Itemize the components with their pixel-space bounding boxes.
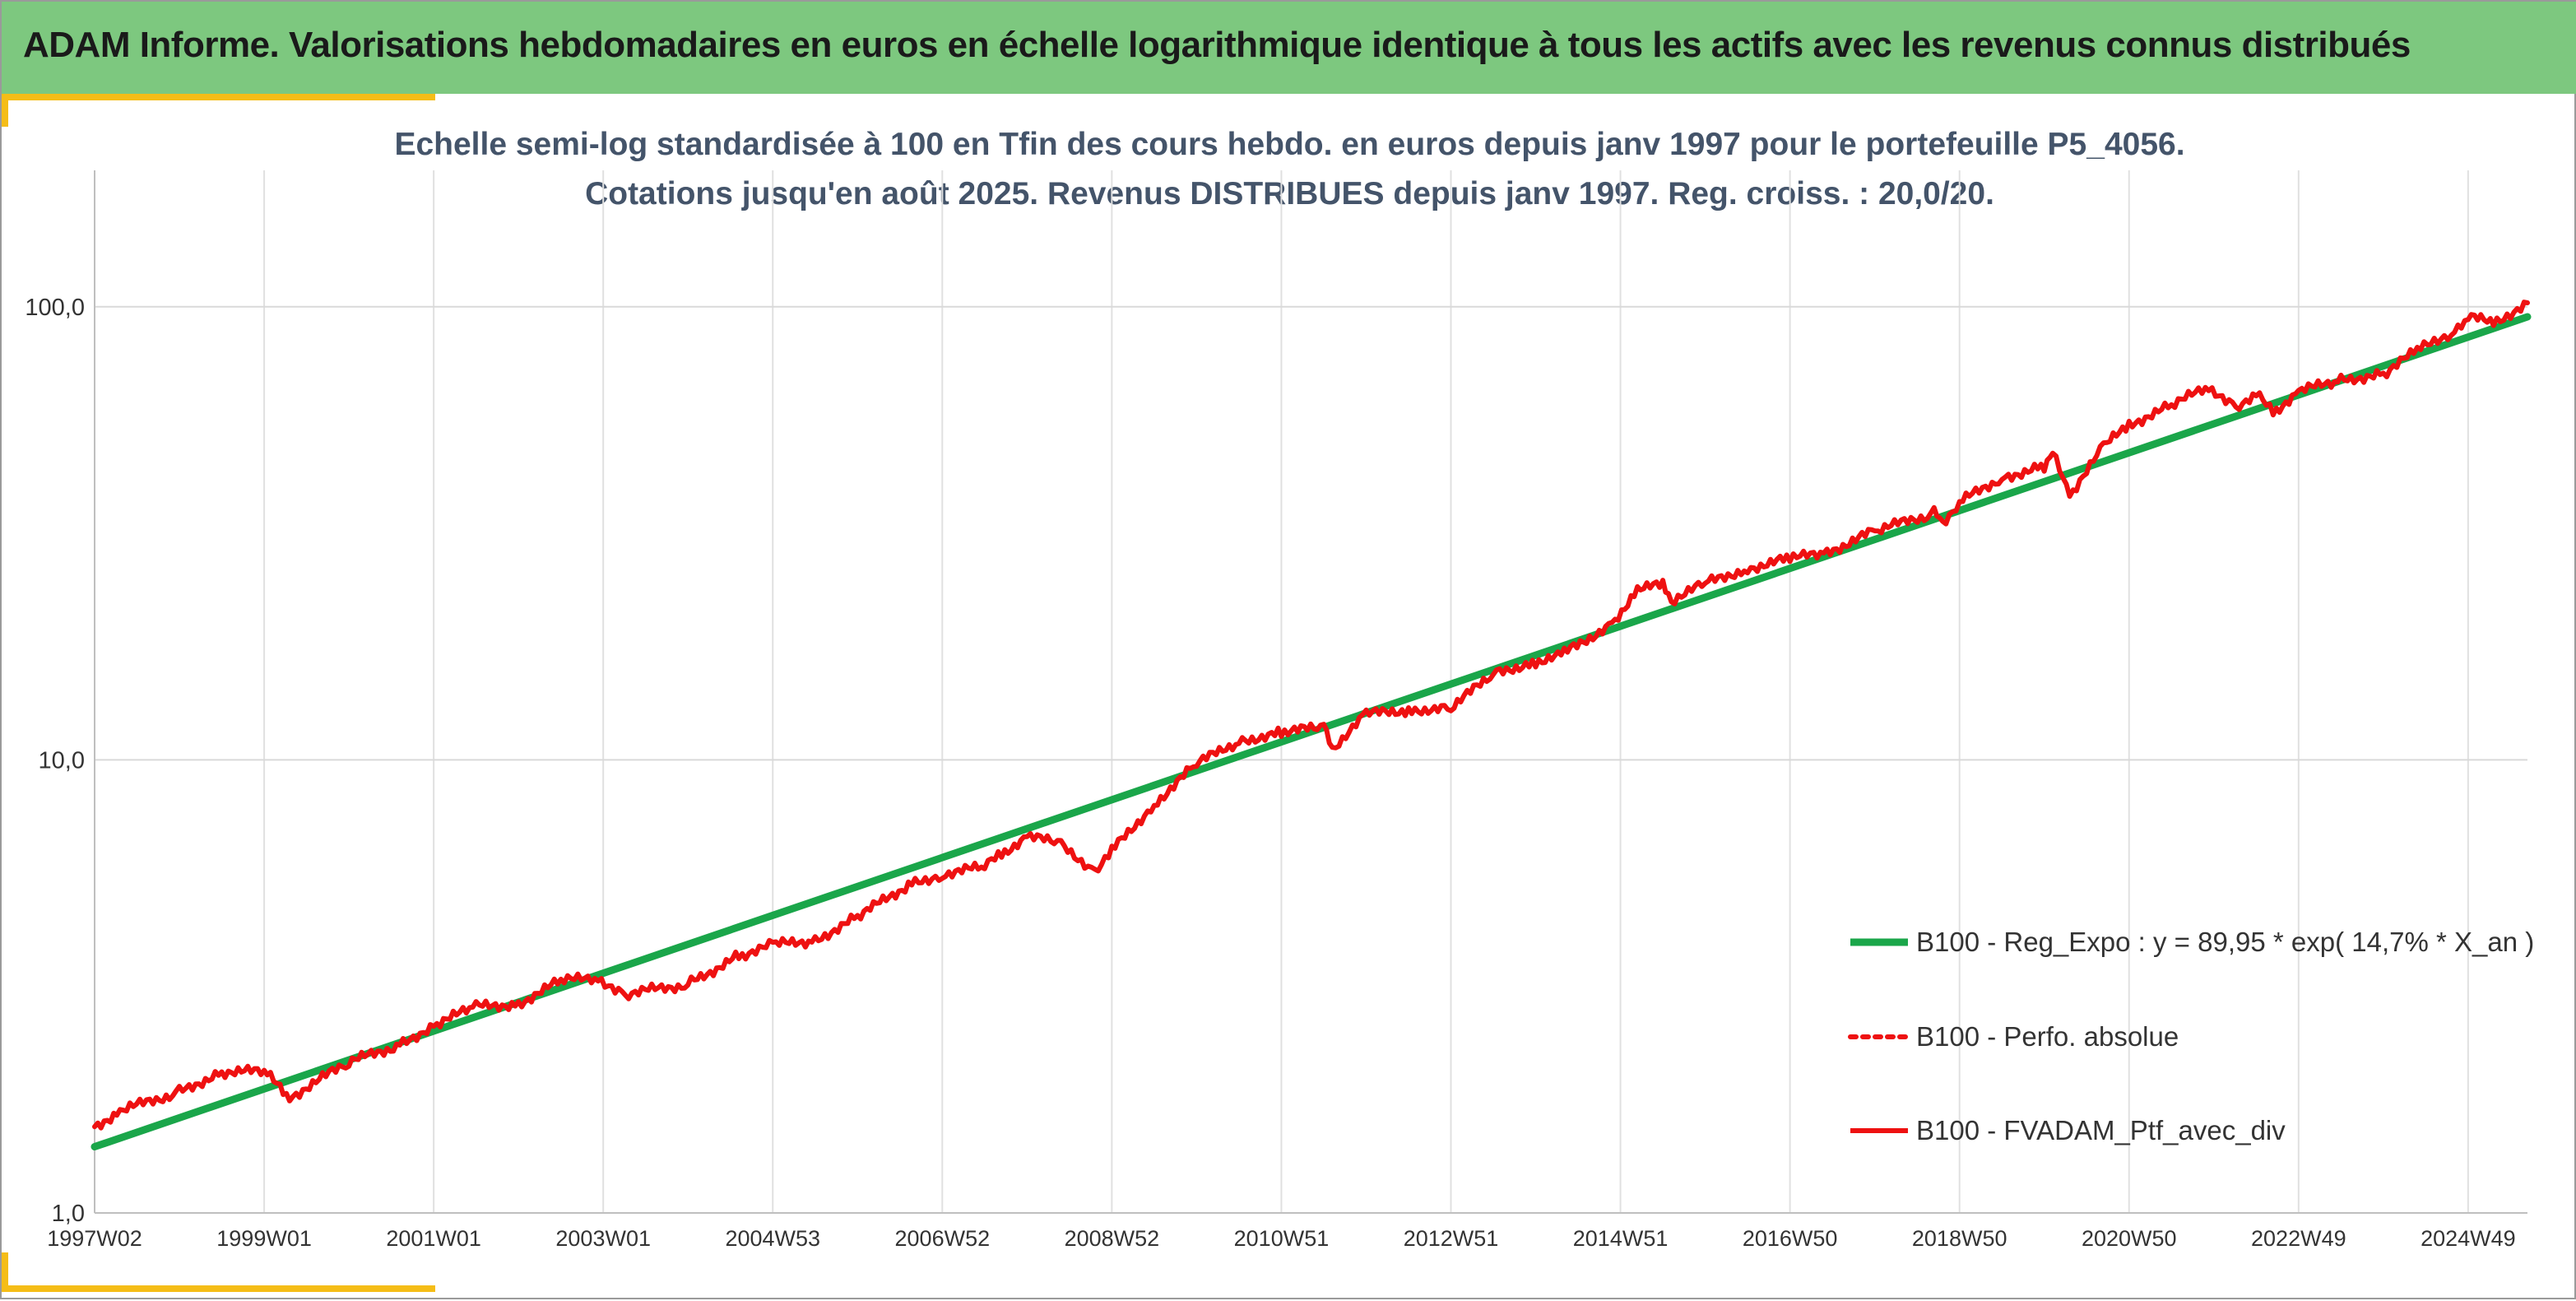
top-left-accent-stub: [2, 94, 8, 127]
chart-subtitle: Cotations jusqu'en août 2025. Revenus DI…: [585, 176, 1994, 211]
banner-title: ADAM Informe. Valorisations hebdomadaire…: [23, 25, 2411, 65]
bottom-left-accent-bar: [2, 1285, 435, 1292]
header-banner: ADAM Informe. Valorisations hebdomadaire…: [2, 2, 2576, 94]
grid-layer: [94, 170, 2527, 1214]
x-tick-label: 2008W52: [1065, 1226, 1160, 1251]
x-tick-label: 2003W01: [555, 1226, 651, 1251]
top-left-accent-bar: [2, 94, 435, 100]
x-tick-label: 2001W01: [386, 1226, 481, 1251]
series-layer: [91, 300, 2532, 1151]
x-tick-label: 2010W51: [1234, 1226, 1330, 1251]
series-line-2: [92, 300, 2530, 1131]
x-tick-label: 2016W50: [1743, 1226, 1838, 1251]
x-tick-label: 2014W51: [1573, 1226, 1669, 1251]
x-tick-label: 2020W50: [2082, 1226, 2177, 1251]
x-tick-label: 2018W50: [1912, 1226, 2007, 1251]
legend-layer: B100 - Reg_Expo : y = 89,95 * exp( 14,7%…: [1848, 927, 2534, 1145]
legend-label-2: B100 - FVADAM_Ptf_avec_div: [1916, 1115, 2286, 1145]
legend-label-0: B100 - Reg_Expo : y = 89,95 * exp( 14,7%…: [1916, 927, 2534, 957]
axis-layer: 1997W02 1999W01 2001W01 2003W01 2004W53 2006W…: [25, 170, 2527, 1251]
x-tick-label: 1997W02: [47, 1226, 142, 1251]
chart-title: Echelle semi-log standardisée à 100 en T…: [394, 127, 2185, 162]
y-tick-label: 100,0: [25, 295, 85, 321]
x-tick-label: 2012W51: [1404, 1226, 1499, 1251]
bottom-left-accent-stub: [2, 1252, 8, 1292]
x-tick-label: 2024W49: [2421, 1226, 2516, 1251]
x-tick-label: 2022W49: [2251, 1226, 2346, 1251]
x-tick-label: 2004W53: [725, 1226, 820, 1251]
x-tick-label: 1999W01: [216, 1226, 312, 1251]
y-tick-label: 10,0: [39, 747, 85, 774]
legend-label-1: B100 - Perfo. absolue: [1916, 1021, 2179, 1052]
x-tick-label: 2006W52: [895, 1226, 991, 1251]
y-tick-label: 1,0: [52, 1201, 85, 1227]
